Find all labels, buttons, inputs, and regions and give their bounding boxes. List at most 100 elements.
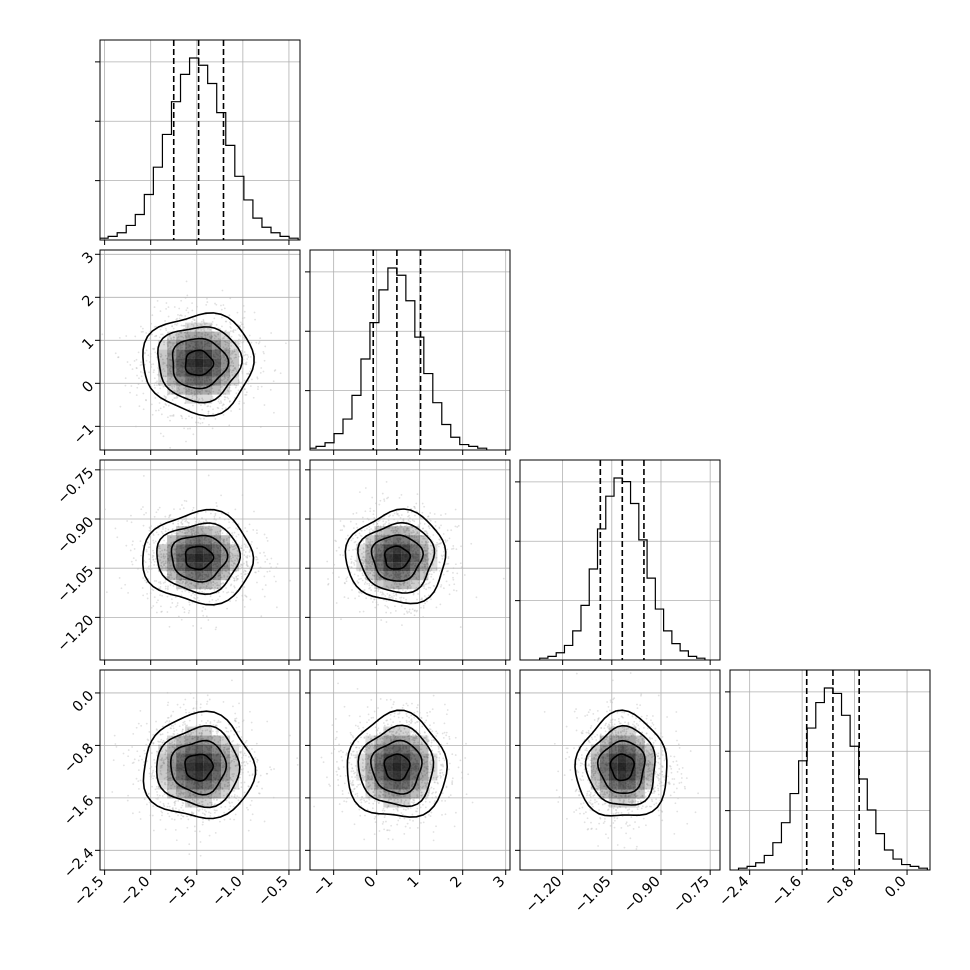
scatter-point bbox=[222, 543, 224, 545]
scatter-point bbox=[185, 417, 187, 420]
scatter-point bbox=[151, 588, 153, 591]
scatter-point bbox=[375, 527, 378, 530]
scatter-point bbox=[410, 586, 412, 588]
scatter-point bbox=[222, 749, 225, 752]
scatter-point bbox=[180, 521, 183, 524]
scatter-point bbox=[228, 400, 231, 403]
scatter-point bbox=[276, 563, 279, 565]
scatter-point bbox=[406, 527, 409, 530]
scatter-point bbox=[185, 391, 188, 394]
scatter-point bbox=[214, 541, 216, 544]
scatter-point bbox=[225, 570, 228, 573]
scatter-point bbox=[222, 540, 225, 543]
scatter-point bbox=[229, 377, 232, 380]
scatter-point bbox=[129, 391, 131, 394]
scatter-point bbox=[424, 557, 426, 560]
scatter-point bbox=[165, 302, 168, 304]
scatter-point bbox=[418, 540, 420, 543]
scatter-point bbox=[234, 353, 237, 356]
scatter-point bbox=[157, 382, 160, 385]
scatter-point bbox=[252, 396, 255, 399]
scatter-point bbox=[193, 789, 196, 792]
scatter-point bbox=[169, 382, 172, 385]
scatter-point bbox=[379, 526, 382, 529]
scatter-point bbox=[202, 527, 204, 530]
density-cell bbox=[194, 526, 204, 536]
scatter-point bbox=[235, 370, 238, 372]
density-cell bbox=[158, 553, 168, 563]
scatter-point bbox=[268, 562, 271, 565]
scatter-point bbox=[182, 581, 184, 583]
scatter-point bbox=[419, 516, 421, 518]
scatter-point bbox=[203, 327, 206, 330]
y-tick-label: −0.90 bbox=[55, 514, 98, 557]
density-cell bbox=[401, 571, 411, 581]
scatter-point bbox=[222, 336, 225, 339]
scatter-point bbox=[202, 318, 205, 321]
scatter-point bbox=[187, 611, 190, 614]
scatter-point bbox=[235, 392, 238, 395]
scatter-point bbox=[418, 576, 421, 578]
scatter-point bbox=[232, 329, 235, 331]
scatter-point bbox=[182, 606, 184, 609]
scatter-point bbox=[216, 581, 218, 584]
scatter-point bbox=[446, 529, 449, 532]
scatter-point bbox=[416, 609, 419, 612]
scatter-point bbox=[407, 527, 409, 530]
scatter-point bbox=[188, 388, 191, 391]
scatter-point bbox=[368, 562, 371, 565]
scatter-point bbox=[360, 529, 363, 532]
scatter-point bbox=[226, 742, 229, 745]
scatter-point bbox=[222, 539, 225, 542]
scatter-point bbox=[229, 376, 232, 379]
scatter-point bbox=[190, 583, 193, 585]
scatter-point bbox=[425, 541, 427, 544]
scatter-point bbox=[212, 542, 215, 545]
density-cell bbox=[221, 571, 231, 581]
scatter-point bbox=[176, 604, 179, 607]
scatter-point bbox=[243, 791, 246, 794]
scatter-point bbox=[193, 710, 196, 713]
scatter-point bbox=[173, 389, 176, 392]
scatter-point bbox=[169, 370, 172, 373]
scatter-point bbox=[222, 355, 225, 358]
scatter-point bbox=[388, 597, 391, 600]
scatter-point bbox=[365, 537, 368, 540]
scatter-point bbox=[155, 720, 157, 723]
scatter-point bbox=[187, 334, 190, 337]
scatter-point bbox=[224, 347, 227, 350]
scatter-point bbox=[190, 389, 193, 392]
scatter-point bbox=[362, 542, 365, 545]
scatter-point bbox=[161, 610, 163, 613]
scatter-point bbox=[152, 534, 155, 537]
scatter-point bbox=[173, 354, 176, 357]
scatter-point bbox=[207, 527, 210, 530]
scatter-point bbox=[142, 577, 145, 579]
scatter-point bbox=[260, 367, 263, 369]
scatter-point bbox=[221, 289, 224, 292]
scatter-point bbox=[132, 540, 134, 543]
scatter-point bbox=[228, 424, 231, 427]
scatter-point bbox=[218, 340, 221, 343]
scatter-point bbox=[227, 561, 230, 563]
y-tick-label: −1.20 bbox=[55, 612, 98, 655]
scatter-point bbox=[196, 393, 199, 395]
scatter-point bbox=[140, 325, 142, 328]
scatter-point bbox=[169, 377, 172, 380]
scatter-point bbox=[413, 505, 416, 508]
scatter-point bbox=[215, 599, 218, 602]
scatter-point bbox=[217, 400, 220, 403]
scatter-point bbox=[179, 541, 181, 544]
scatter-point bbox=[174, 737, 177, 740]
scatter-point bbox=[242, 304, 245, 307]
scatter-point bbox=[256, 376, 259, 379]
scatter-point bbox=[190, 594, 193, 597]
scatter-point bbox=[233, 548, 236, 551]
scatter-point bbox=[167, 528, 170, 531]
scatter-point bbox=[423, 546, 426, 549]
scatter-point bbox=[252, 529, 255, 531]
scatter-point bbox=[389, 611, 392, 614]
scatter-point bbox=[421, 527, 424, 530]
scatter-point bbox=[410, 612, 412, 615]
scatter-point bbox=[218, 735, 221, 738]
